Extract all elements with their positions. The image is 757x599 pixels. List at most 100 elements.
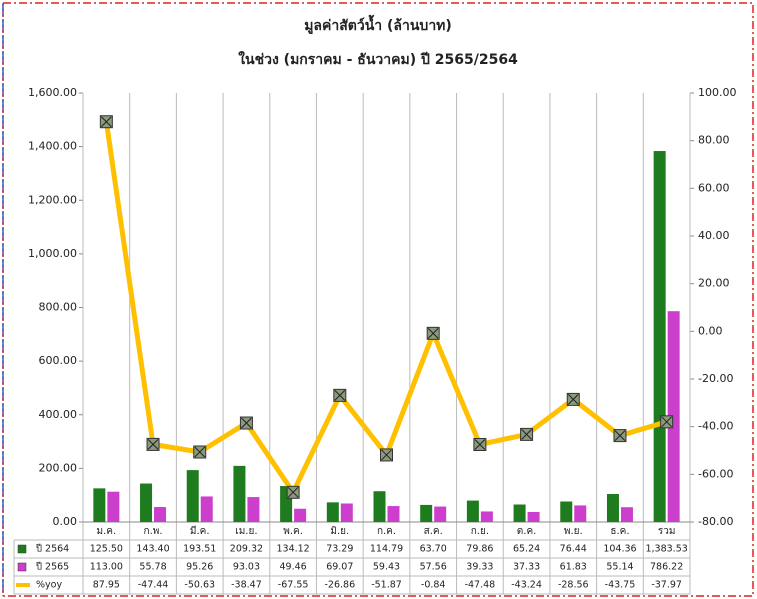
- y-tick-label: 200.00: [39, 461, 78, 474]
- y-tick-label: 800.00: [39, 301, 78, 314]
- bar: [154, 507, 167, 522]
- table-cell: -47.44: [138, 580, 169, 591]
- table-cell: 49.46: [280, 562, 307, 573]
- x-tick-label: เม.ย.: [235, 526, 257, 537]
- legend-swatch: [17, 544, 27, 554]
- bar: [340, 503, 353, 522]
- table-cell: -67.55: [278, 580, 309, 591]
- table-cell: 63.70: [420, 544, 447, 555]
- bar: [606, 494, 619, 522]
- marker-cross: [567, 394, 579, 405]
- y2-tick-label: -40.00: [698, 420, 733, 433]
- marker-cross: [381, 449, 392, 461]
- table-cell: 61.83: [560, 562, 587, 573]
- bar: [560, 501, 573, 522]
- x-tick-label: มี.ค.: [190, 525, 210, 537]
- y-tick-label: 1,200.00: [28, 193, 77, 206]
- x-tick-label: ก.ย.: [471, 526, 489, 537]
- table-cell: 93.03: [233, 562, 260, 573]
- table-cell: 65.24: [513, 544, 540, 555]
- y2-tick-label: 80.00: [698, 134, 730, 147]
- table-cell: 87.95: [93, 580, 120, 591]
- table-cell: -43.75: [605, 580, 636, 591]
- table-cell: 193.51: [183, 544, 216, 555]
- y-tick-label: 1,000.00: [28, 247, 77, 260]
- marker-cross: [474, 439, 486, 450]
- table-cell: 1,383.53: [645, 544, 687, 555]
- table-cell: -37.97: [651, 580, 682, 591]
- table-cell: -51.87: [371, 580, 402, 591]
- chart-title: มูลค่าสัตว์น้ำ (ล้านบาท): [304, 14, 452, 34]
- bar: [420, 504, 433, 522]
- bar: [513, 504, 526, 522]
- table-cell: -26.86: [324, 580, 355, 591]
- table-cell: -43.24: [511, 580, 542, 591]
- bar: [480, 511, 493, 522]
- marker-cross: [661, 416, 673, 428]
- y2-tick-label: -80.00: [698, 515, 733, 528]
- table-cell: 113.00: [90, 562, 123, 573]
- table-cell: 39.33: [466, 562, 493, 573]
- bar: [200, 496, 213, 522]
- bar: [373, 491, 386, 522]
- table-cell: 786.22: [650, 562, 683, 573]
- table-cell: 143.40: [136, 544, 169, 555]
- table-cell: 57.56: [420, 562, 447, 573]
- x-tick-label: พ.ย.: [564, 526, 583, 537]
- x-tick-label: รวม: [658, 526, 676, 537]
- y-tick-label: 0.00: [53, 515, 78, 528]
- y2-tick-label: 60.00: [698, 181, 730, 194]
- table-cell: 73.29: [326, 544, 353, 555]
- table-cell: 209.32: [230, 544, 263, 555]
- y-tick-label: 400.00: [39, 408, 78, 421]
- y-tick-label: 1,600.00: [28, 86, 77, 99]
- x-tick-label: ม.ค.: [97, 526, 117, 537]
- y2-tick-label: 40.00: [698, 229, 730, 242]
- line: [103, 121, 668, 495]
- x-tick-label: ก.ค.: [377, 526, 396, 537]
- table-cell: -0.84: [421, 580, 446, 591]
- table-cell: -47.48: [465, 580, 496, 591]
- bar: [387, 506, 400, 522]
- bar: [667, 311, 680, 522]
- x-tick-label: ส.ค.: [424, 526, 443, 537]
- table-cell: -28.56: [558, 580, 589, 591]
- marker-cross: [614, 430, 626, 441]
- table-cell: 125.50: [90, 544, 123, 555]
- bar: [326, 502, 339, 522]
- x-tick-label: ธ.ค.: [610, 526, 629, 537]
- bar: [294, 508, 307, 522]
- table-cell: 69.07: [326, 562, 353, 573]
- table-cell: 59.43: [373, 562, 400, 573]
- y2-tick-label: 0.00: [698, 324, 723, 337]
- table-cell: -50.63: [184, 580, 215, 591]
- legend-swatch: [17, 562, 27, 572]
- table-cell: 104.36: [603, 544, 636, 555]
- bar: [434, 506, 447, 522]
- bar: [620, 507, 633, 522]
- marker-cross: [287, 486, 299, 498]
- chart-subtitle: ในช่วง (มกราคม - ธันวาคม) ปี 2565/2564: [238, 50, 518, 68]
- bar: [233, 465, 246, 522]
- y2-tick-label: 100.00: [698, 86, 737, 99]
- table-cell: 95.26: [186, 562, 213, 573]
- bar: [93, 488, 106, 522]
- x-tick-label: พ.ค.: [283, 526, 303, 537]
- table-cell: 55.78: [139, 562, 166, 573]
- marker-cross: [147, 439, 159, 450]
- table-cell: 114.79: [370, 544, 403, 555]
- table-cell: 76.44: [560, 544, 587, 555]
- bar: [574, 505, 587, 522]
- legend-label: ปี 2565: [35, 561, 69, 573]
- y-tick-label: 600.00: [39, 354, 78, 367]
- y-tick-label: 1,400.00: [28, 140, 77, 153]
- y2-tick-label: -20.00: [698, 372, 733, 385]
- table-cell: -38.47: [231, 580, 262, 591]
- bar: [247, 497, 260, 522]
- y2-tick-label: 20.00: [698, 277, 730, 290]
- marker-cross: [241, 417, 252, 429]
- bar: [186, 470, 199, 522]
- legend-label: %yoy: [36, 580, 62, 591]
